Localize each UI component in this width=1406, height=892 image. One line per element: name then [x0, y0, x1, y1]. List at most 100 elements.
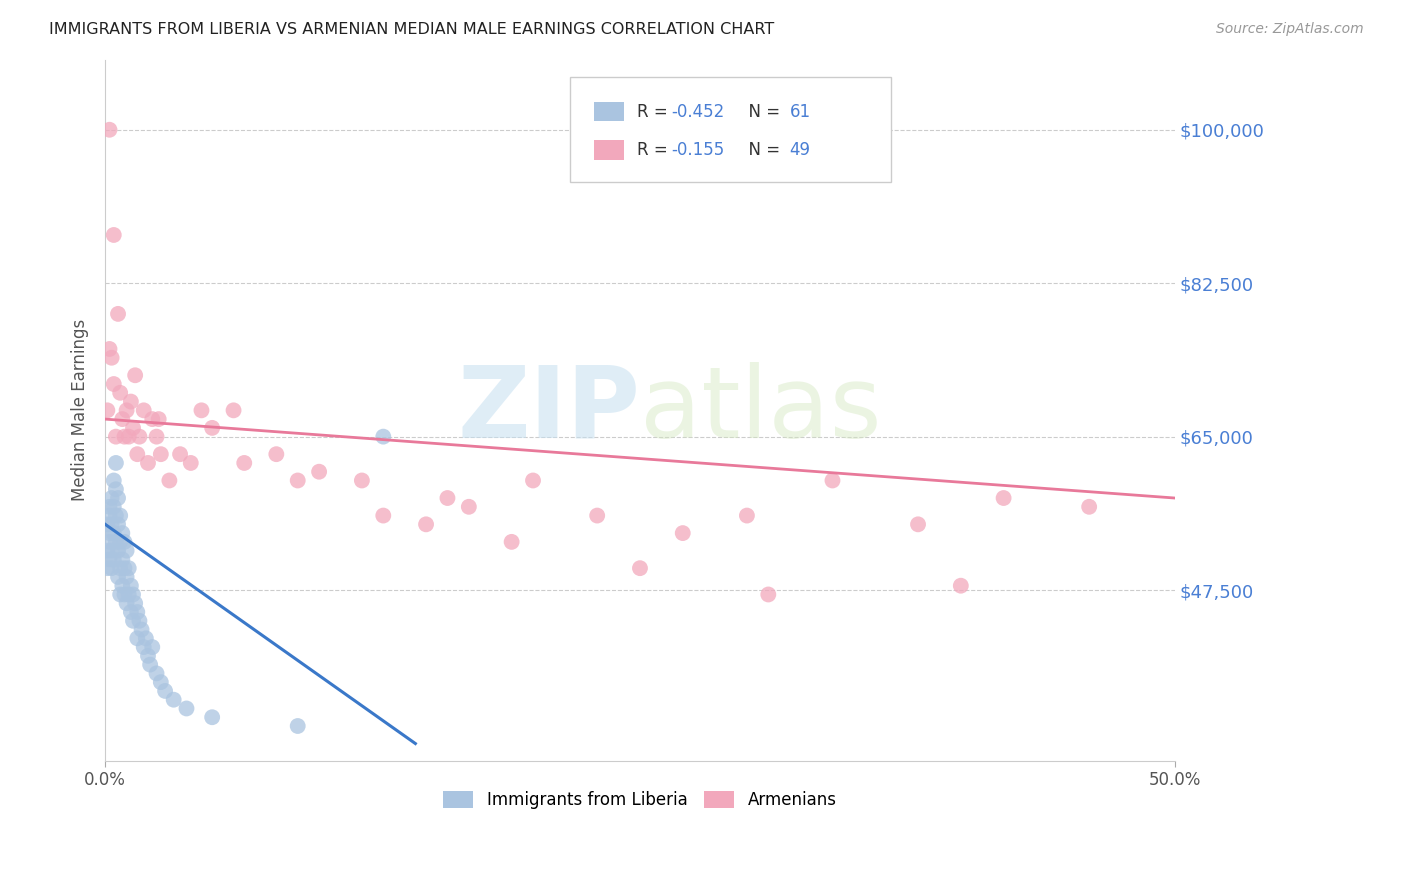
FancyBboxPatch shape	[593, 102, 624, 121]
Point	[122, 587, 145, 601]
Point	[103, 474, 125, 488]
Point	[114, 534, 136, 549]
Point	[96, 403, 118, 417]
Point	[139, 657, 162, 672]
Point	[104, 482, 127, 496]
Point	[120, 394, 142, 409]
Point	[100, 517, 122, 532]
Point	[128, 614, 150, 628]
Point	[149, 675, 172, 690]
Point	[157, 474, 180, 488]
Point	[115, 543, 138, 558]
Point	[96, 561, 118, 575]
Point	[114, 587, 136, 601]
Point	[108, 561, 131, 575]
Point	[108, 508, 131, 523]
Point	[100, 543, 122, 558]
Point	[103, 377, 125, 392]
Point	[107, 517, 129, 532]
Point	[949, 579, 972, 593]
Point	[176, 701, 198, 715]
Text: Source: ZipAtlas.com: Source: ZipAtlas.com	[1216, 22, 1364, 37]
Text: N =: N =	[738, 103, 786, 120]
Point	[98, 122, 121, 136]
Point	[128, 430, 150, 444]
Point	[201, 421, 224, 435]
Point	[373, 430, 395, 444]
FancyBboxPatch shape	[571, 77, 891, 182]
Point	[104, 456, 127, 470]
Point	[287, 719, 309, 733]
Point	[107, 307, 129, 321]
Point	[108, 534, 131, 549]
Text: -0.155: -0.155	[671, 141, 724, 159]
Point	[222, 403, 245, 417]
Y-axis label: Median Male Earnings: Median Male Earnings	[72, 319, 89, 501]
Text: 61: 61	[790, 103, 811, 120]
Point	[350, 474, 373, 488]
Text: ZIP: ZIP	[457, 362, 640, 458]
Point	[141, 412, 163, 426]
Point	[120, 579, 142, 593]
Point	[135, 632, 157, 646]
Point	[103, 552, 125, 566]
Point	[98, 526, 121, 541]
Text: IMMIGRANTS FROM LIBERIA VS ARMENIAN MEDIAN MALE EARNINGS CORRELATION CHART: IMMIGRANTS FROM LIBERIA VS ARMENIAN MEDI…	[49, 22, 775, 37]
Point	[131, 623, 153, 637]
Text: atlas: atlas	[640, 362, 882, 458]
Point	[457, 500, 479, 514]
Point	[111, 412, 134, 426]
Point	[169, 447, 191, 461]
Point	[98, 534, 121, 549]
Point	[415, 517, 437, 532]
Point	[163, 692, 186, 706]
Point	[115, 570, 138, 584]
Point	[103, 500, 125, 514]
Point	[201, 710, 224, 724]
Point	[114, 561, 136, 575]
Point	[107, 491, 129, 505]
Point	[108, 385, 131, 400]
Point	[124, 368, 146, 383]
Point	[118, 430, 141, 444]
Point	[756, 587, 779, 601]
FancyBboxPatch shape	[593, 140, 624, 160]
Point	[100, 491, 122, 505]
Point	[907, 517, 929, 532]
Point	[145, 666, 167, 681]
Point	[114, 430, 136, 444]
Point	[124, 596, 146, 610]
Point	[98, 500, 121, 514]
Point	[266, 447, 288, 461]
Point	[96, 517, 118, 532]
Point	[180, 456, 202, 470]
Point	[308, 465, 330, 479]
Text: -0.452: -0.452	[671, 103, 724, 120]
Point	[586, 508, 609, 523]
Point	[735, 508, 758, 523]
Point	[115, 596, 138, 610]
Point	[132, 640, 155, 654]
Point	[148, 412, 170, 426]
Point	[127, 632, 149, 646]
Point	[100, 561, 122, 575]
Point	[122, 614, 145, 628]
Point	[821, 474, 844, 488]
Point	[98, 508, 121, 523]
Point	[103, 526, 125, 541]
Point	[111, 579, 134, 593]
Point	[136, 648, 159, 663]
Point	[1078, 500, 1101, 514]
Point	[287, 474, 309, 488]
Point	[153, 684, 176, 698]
Point	[373, 508, 395, 523]
Point	[672, 526, 695, 541]
Point	[628, 561, 651, 575]
Point	[190, 403, 212, 417]
Text: R =: R =	[637, 103, 672, 120]
Point	[120, 605, 142, 619]
Text: 49: 49	[790, 141, 811, 159]
Text: N =: N =	[738, 141, 786, 159]
Point	[104, 430, 127, 444]
Point	[111, 552, 134, 566]
